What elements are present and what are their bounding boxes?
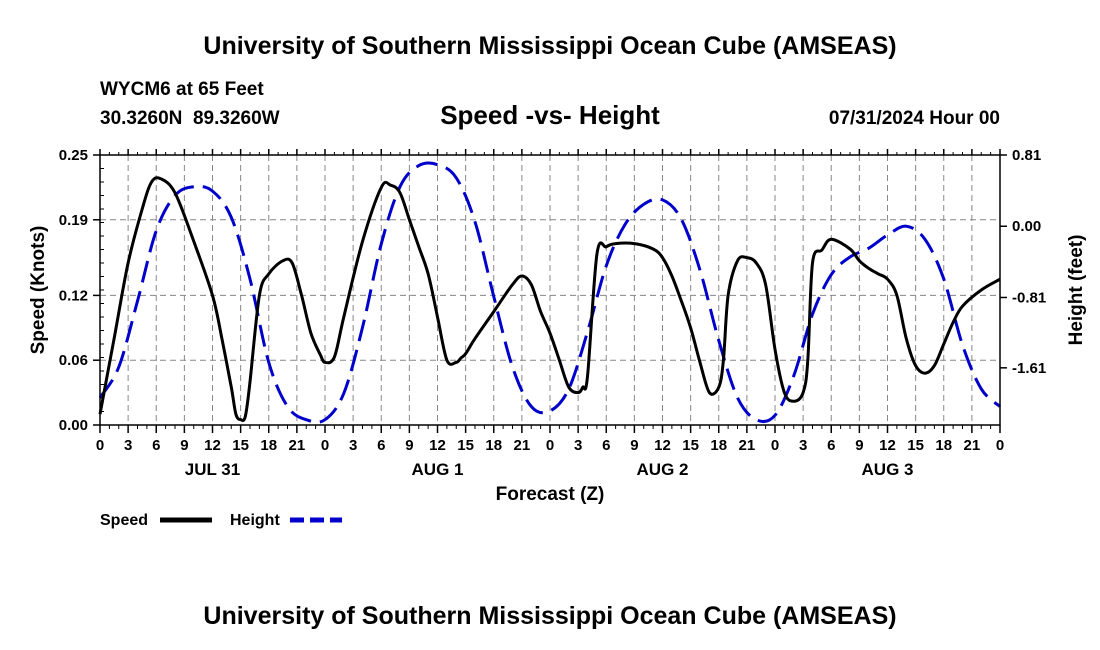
speed-series-line xyxy=(98,176,1001,422)
y2-tick-label: 0.00 xyxy=(1012,218,1041,235)
y-tick-label: 0.12 xyxy=(59,287,88,304)
y2-tick-label: 0.81 xyxy=(1012,147,1041,164)
x-tick-label: 18 xyxy=(485,437,502,454)
y-tick-label: 0.25 xyxy=(59,147,88,164)
x-tick-label: 3 xyxy=(574,437,582,454)
y2-axis-label: Height (feet) xyxy=(1066,235,1087,346)
x-tick-label: 0 xyxy=(771,437,779,454)
x-tick-label: 21 xyxy=(514,437,531,454)
x-tick-label: 9 xyxy=(855,437,863,454)
x-tick-label: 12 xyxy=(429,437,446,454)
x-tick-label: 12 xyxy=(879,437,896,454)
x-axis-label: Forecast (Z) xyxy=(496,484,605,505)
x-tick-label: 0 xyxy=(96,437,104,454)
series xyxy=(98,161,1002,424)
coords-label: 30.3260N 89.3260W xyxy=(100,108,280,129)
legend-height-label: Height xyxy=(230,512,280,529)
x-tick-label: 9 xyxy=(405,437,413,454)
x-tick-label: 15 xyxy=(232,437,249,454)
x-tick-label: 6 xyxy=(152,437,160,454)
x-tick-label: 21 xyxy=(739,437,756,454)
y-axis-label: Speed (Knots) xyxy=(28,226,49,355)
chart-title: Speed -vs- Height xyxy=(440,100,660,130)
y-tick-label: 0.06 xyxy=(59,352,88,369)
legend: Speed Height xyxy=(100,512,342,529)
day-label: AUG 2 xyxy=(637,460,689,479)
footer-title: University of Southern Mississippi Ocean… xyxy=(203,602,896,630)
x-tick-label: 12 xyxy=(204,437,221,454)
tick-labels: 0 3 6 9 12 15 18 21 0 3 6 9 12 15 18 21 0 3 6 9 12 15 18 21 0 3 6 9… xyxy=(59,147,1046,479)
station-label: WYCM6 at 65 Feet xyxy=(100,79,264,100)
x-tick-label: 0 xyxy=(546,437,554,454)
day-label: AUG 1 xyxy=(412,460,464,479)
x-tick-label: 9 xyxy=(630,437,638,454)
y2-tick-label: -1.61 xyxy=(1012,360,1046,377)
x-tick-label: 6 xyxy=(827,437,835,454)
date-label: 07/31/2024 Hour 00 xyxy=(829,108,1000,129)
x-tick-label: 15 xyxy=(907,437,924,454)
day-label: AUG 3 xyxy=(862,460,914,479)
x-tick-label: 6 xyxy=(377,437,385,454)
x-tick-label: 3 xyxy=(799,437,807,454)
x-tick-label: 0 xyxy=(996,437,1004,454)
x-tick-label: 18 xyxy=(710,437,727,454)
x-tick-label: 21 xyxy=(964,437,981,454)
x-tick-label: 12 xyxy=(654,437,671,454)
x-tick-label: 3 xyxy=(124,437,132,454)
x-tick-label: 6 xyxy=(602,437,610,454)
plot-frame xyxy=(99,154,1001,426)
height-series-line xyxy=(98,161,1002,424)
day-label: JUL 31 xyxy=(185,460,240,479)
y2-tick-label: -0.81 xyxy=(1012,289,1046,306)
grid xyxy=(100,155,1000,425)
x-tick-label: 15 xyxy=(457,437,474,454)
x-tick-label: 21 xyxy=(289,437,306,454)
x-tick-label: 9 xyxy=(180,437,188,454)
x-tick-label: 18 xyxy=(260,437,277,454)
y-tick-label: 0.00 xyxy=(59,417,88,434)
x-tick-label: 0 xyxy=(321,437,329,454)
x-tick-label: 18 xyxy=(935,437,952,454)
x-tick-label: 3 xyxy=(349,437,357,454)
y-tick-label: 0.19 xyxy=(59,212,88,229)
legend-speed-label: Speed xyxy=(100,512,148,529)
main-title: University of Southern Mississippi Ocean… xyxy=(203,32,896,60)
x-tick-label: 15 xyxy=(682,437,699,454)
